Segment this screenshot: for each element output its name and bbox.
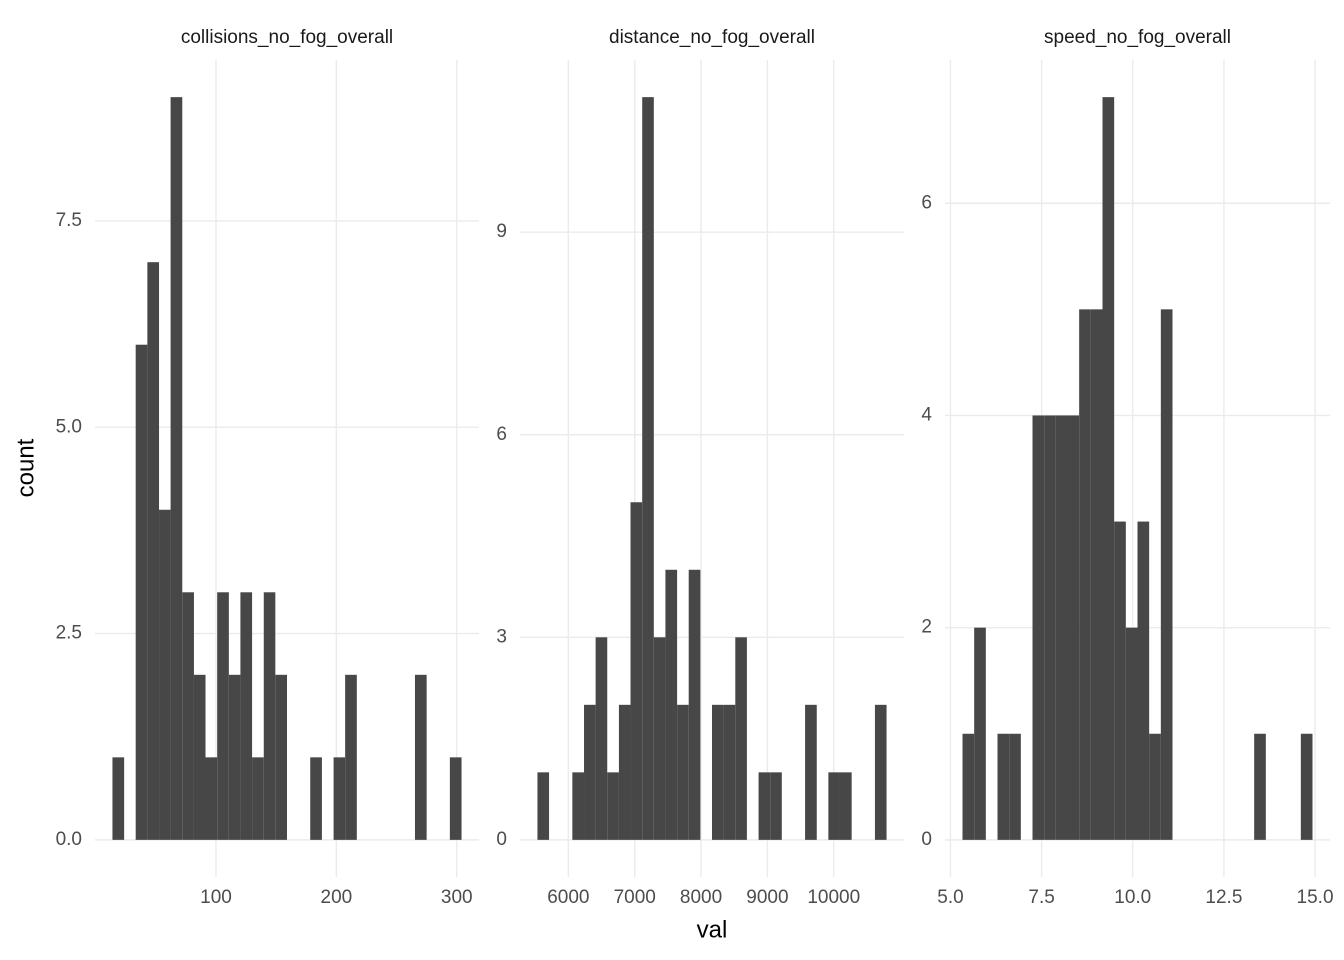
bar bbox=[630, 502, 643, 840]
x-tick-label: 10.0 bbox=[1114, 887, 1151, 908]
bar bbox=[997, 733, 1010, 840]
bar bbox=[193, 674, 206, 840]
bar bbox=[839, 772, 852, 840]
bar bbox=[1149, 733, 1161, 840]
y-tick-label: 6 bbox=[496, 424, 507, 445]
x-tick-label: 6000 bbox=[547, 887, 589, 908]
bar bbox=[874, 704, 887, 840]
bar bbox=[1079, 309, 1091, 840]
bar bbox=[770, 772, 782, 840]
x-tick-label: 12.5 bbox=[1205, 887, 1242, 908]
bar bbox=[735, 637, 747, 840]
bar bbox=[1137, 521, 1150, 840]
bar bbox=[618, 704, 631, 840]
bar bbox=[688, 569, 701, 840]
bar bbox=[159, 509, 171, 840]
bar bbox=[147, 262, 160, 840]
bar bbox=[607, 772, 619, 840]
bar bbox=[665, 569, 678, 840]
facet-title: distance_no_fog_overall bbox=[609, 27, 815, 48]
bar bbox=[1254, 733, 1266, 840]
x-tick-label: 300 bbox=[441, 887, 473, 908]
bar bbox=[205, 757, 218, 840]
y-tick-label: 7.5 bbox=[56, 210, 82, 231]
bar bbox=[642, 97, 654, 840]
bar bbox=[758, 772, 771, 840]
bar bbox=[595, 637, 608, 840]
y-tick-label: 2 bbox=[921, 617, 932, 638]
y-tick-label: 5.0 bbox=[56, 416, 82, 437]
bar bbox=[252, 757, 264, 840]
bar bbox=[1009, 733, 1021, 840]
x-tick-label: 7000 bbox=[614, 887, 656, 908]
y-tick-label: 0.0 bbox=[56, 829, 82, 850]
bar bbox=[677, 704, 689, 840]
facet-title: collisions_no_fog_overall bbox=[181, 27, 393, 48]
bar bbox=[449, 757, 462, 840]
bar bbox=[217, 592, 229, 840]
bar bbox=[1090, 309, 1103, 840]
bar bbox=[712, 704, 724, 840]
x-tick-label: 100 bbox=[200, 887, 232, 908]
bar bbox=[974, 627, 986, 840]
bar bbox=[723, 704, 736, 840]
y-axis-title: count bbox=[12, 438, 39, 497]
x-tick-label: 9000 bbox=[746, 887, 788, 908]
bar bbox=[1102, 97, 1115, 840]
bar bbox=[962, 733, 975, 840]
bar bbox=[805, 704, 817, 840]
bar bbox=[345, 674, 357, 840]
bar bbox=[653, 637, 666, 840]
bar bbox=[828, 772, 840, 840]
bar bbox=[112, 757, 125, 840]
bar bbox=[414, 674, 427, 840]
x-tick-label: 8000 bbox=[680, 887, 722, 908]
bar bbox=[1032, 415, 1045, 840]
x-tick-label: 15.0 bbox=[1297, 887, 1334, 908]
y-tick-label: 3 bbox=[496, 626, 507, 647]
x-tick-label: 200 bbox=[321, 887, 353, 908]
y-tick-label: 2.5 bbox=[56, 623, 82, 644]
facet-title: speed_no_fog_overall bbox=[1044, 27, 1231, 48]
x-axis-title: val bbox=[697, 916, 728, 943]
bar bbox=[333, 757, 346, 840]
x-tick-label: 7.5 bbox=[1028, 887, 1054, 908]
bar bbox=[572, 772, 585, 840]
bar bbox=[1055, 415, 1068, 840]
bar bbox=[263, 592, 276, 840]
y-tick-label: 0 bbox=[921, 829, 932, 850]
bar bbox=[1300, 733, 1313, 840]
bar bbox=[240, 592, 253, 840]
bar bbox=[170, 97, 183, 840]
bar bbox=[1160, 309, 1173, 840]
bar bbox=[537, 772, 550, 840]
x-tick-label: 5.0 bbox=[937, 887, 963, 908]
bar bbox=[584, 704, 596, 840]
y-tick-label: 4 bbox=[921, 404, 932, 425]
bar bbox=[1067, 415, 1080, 840]
y-tick-label: 9 bbox=[496, 221, 507, 242]
y-tick-label: 6 bbox=[921, 192, 932, 213]
bar bbox=[1114, 521, 1126, 840]
y-tick-label: 0 bbox=[496, 829, 507, 850]
bar bbox=[228, 674, 241, 840]
bar bbox=[1044, 415, 1056, 840]
bar bbox=[182, 592, 194, 840]
bar bbox=[1125, 627, 1138, 840]
bar bbox=[275, 674, 287, 840]
bar bbox=[310, 757, 322, 840]
bar bbox=[135, 344, 148, 840]
x-tick-label: 10000 bbox=[807, 887, 860, 908]
